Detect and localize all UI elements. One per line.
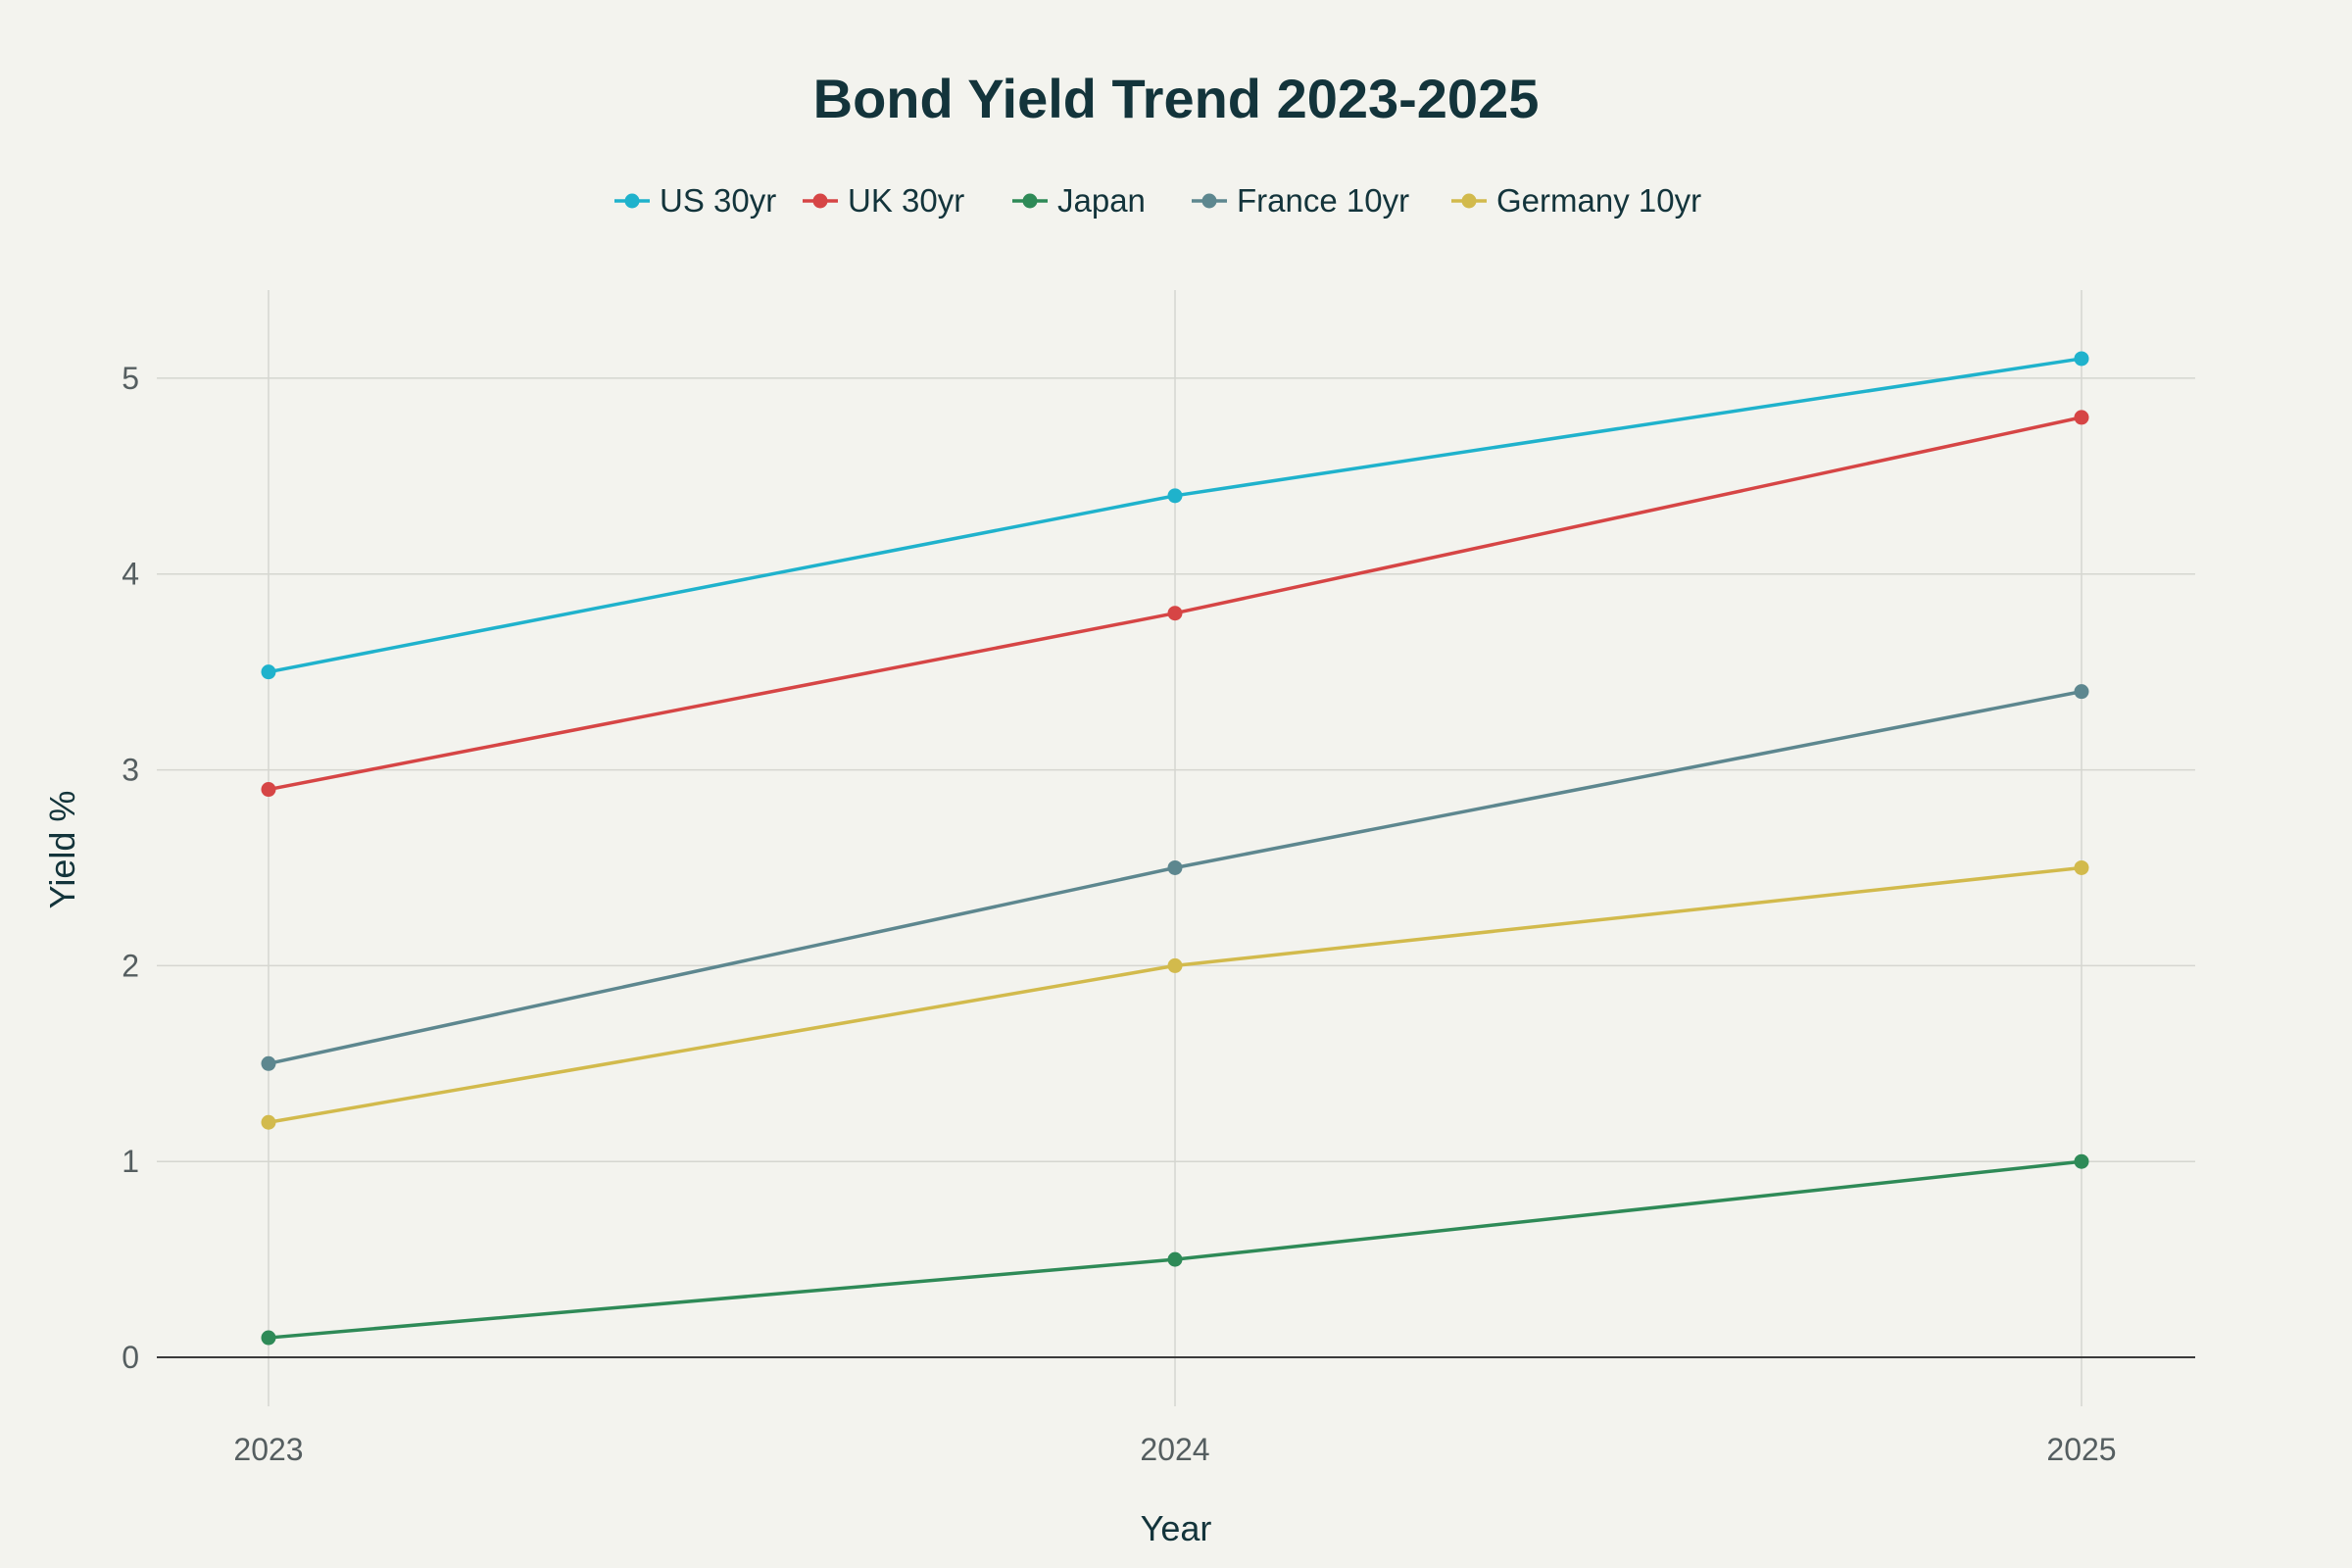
chart-title: Bond Yield Trend 2023-2025 [813,68,1540,129]
data-point-germany-10yr[interactable] [1167,957,1183,973]
data-point-japan[interactable] [2074,1153,2089,1169]
legend-swatch-marker [812,193,828,209]
series-germany-10yr [261,859,2089,1130]
x-tick-label: 2024 [1140,1432,1209,1467]
data-point-france-10yr[interactable] [1167,859,1183,875]
legend-swatch-marker [1201,193,1217,209]
y-tick-label: 1 [122,1144,139,1179]
data-point-uk-30yr[interactable] [1167,606,1183,621]
plot-area [261,351,2089,1346]
legend-item-us-30yr[interactable]: US 30yr [614,182,776,219]
x-tick-label: 2025 [2046,1432,2116,1467]
y-tick-label: 4 [122,557,139,592]
data-point-us-30yr[interactable] [2074,351,2089,367]
data-point-uk-30yr[interactable] [261,782,276,798]
legend-label: France 10yr [1237,182,1409,219]
data-point-japan[interactable] [1167,1251,1183,1267]
legend-label: US 30yr [660,182,776,219]
y-tick-label: 5 [122,361,139,396]
data-point-us-30yr[interactable] [1167,488,1183,504]
legend-item-france-10yr[interactable]: France 10yr [1192,182,1409,219]
legend-label: Germany 10yr [1496,182,1701,219]
x-axis: 2023 2024 2025 [233,1432,2116,1467]
series-us-30yr [261,351,2089,680]
legend-item-germany-10yr[interactable]: Germany 10yr [1451,182,1701,219]
grid [157,290,2195,1406]
legend-item-uk-30yr[interactable]: UK 30yr [803,182,964,219]
y-tick-label: 2 [122,948,139,983]
data-point-france-10yr[interactable] [261,1055,276,1071]
series-france-10yr [261,684,2089,1071]
legend-label: UK 30yr [848,182,964,219]
data-point-france-10yr[interactable] [2074,684,2089,700]
x-tick-label: 2023 [233,1432,303,1467]
y-axis: 0 1 2 3 4 5 [122,361,139,1375]
legend-item-japan[interactable]: Japan [1012,182,1146,219]
legend-label: Japan [1057,182,1146,219]
data-point-germany-10yr[interactable] [2074,859,2089,875]
x-axis-title: Year [1141,1508,1212,1548]
y-tick-label: 3 [122,753,139,788]
legend[interactable]: US 30yr UK 30yr Japan France 10yr Germany 10… [614,182,1701,219]
y-axis-title: Yield % [42,791,82,909]
series-japan [261,1153,2089,1346]
legend-swatch-marker [1022,193,1038,209]
data-point-germany-10yr[interactable] [261,1114,276,1130]
series-uk-30yr [261,410,2089,798]
legend-swatch-marker [624,193,640,209]
data-point-us-30yr[interactable] [261,664,276,680]
y-tick-label: 0 [122,1340,139,1375]
data-point-japan[interactable] [261,1330,276,1346]
data-point-uk-30yr[interactable] [2074,410,2089,425]
legend-swatch-marker [1461,193,1477,209]
